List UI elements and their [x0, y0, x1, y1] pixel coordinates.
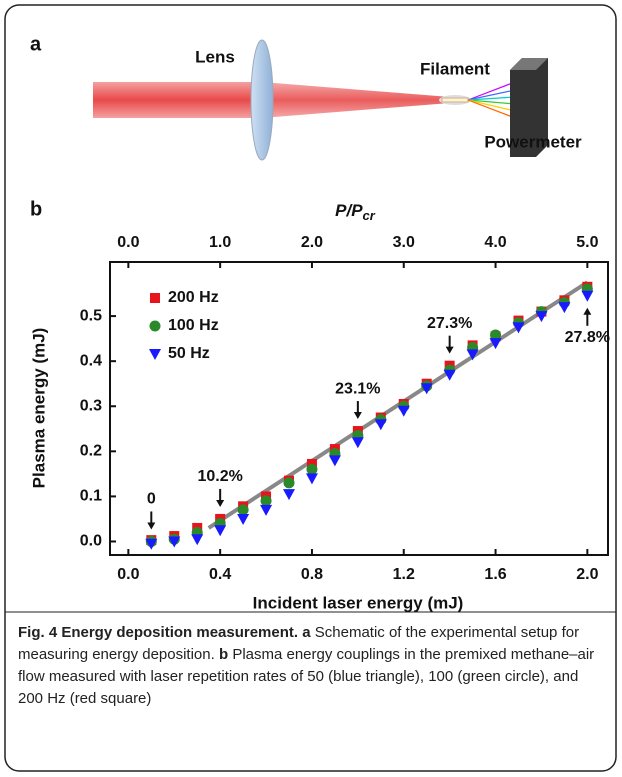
- legend-label: 50 Hz: [168, 345, 210, 362]
- caption-text: Plasma energy couplings in the premixed …: [18, 646, 595, 707]
- caption-title: Fig. 4 Energy deposition measurement.: [18, 624, 299, 641]
- arrow-head: [216, 499, 225, 507]
- marker-triangle: [489, 338, 502, 350]
- annotation-label: 10.2%: [197, 468, 242, 485]
- powermeter-label: Powermeter: [484, 132, 582, 151]
- annotation-arrow: [445, 335, 454, 354]
- annotation-label: 23.1%: [335, 380, 380, 397]
- powermeter: [510, 58, 548, 157]
- frame: [4, 4, 617, 772]
- legend-label: 100 Hz: [168, 317, 219, 334]
- marker-square: [150, 293, 160, 303]
- x2-tick-label: 0.0: [117, 234, 139, 251]
- x-tick-label: 1.2: [393, 566, 415, 583]
- arrow-head: [353, 412, 362, 420]
- annotation-label: 27.8%: [565, 329, 610, 346]
- marker-triangle: [420, 383, 433, 395]
- marker-circle: [260, 495, 272, 507]
- marker-circle: [490, 329, 502, 341]
- x2-axis-title: P/Pcr: [335, 201, 376, 223]
- marker-triangle: [581, 290, 594, 302]
- panel-label: a: [30, 33, 42, 55]
- laser-beam: [93, 82, 258, 118]
- marker-triangle: [535, 311, 548, 323]
- annotation-arrow: [353, 401, 362, 420]
- legend-label: 200 Hz: [168, 289, 219, 306]
- marker-triangle: [351, 437, 364, 449]
- marker-triangle: [283, 489, 296, 501]
- arrow-head: [445, 346, 454, 354]
- fit-line: [207, 280, 589, 530]
- focused-beam: [262, 82, 450, 118]
- marker-circle: [149, 320, 161, 332]
- caption-text: Schematic of the experimental setup for …: [18, 624, 580, 663]
- filament: [441, 97, 469, 103]
- y-tick-label: 0.0: [80, 533, 102, 550]
- lens: [250, 39, 274, 161]
- y-tick-label: 0.2: [80, 443, 102, 460]
- y-axis-title: Plasma energy (mJ): [29, 328, 48, 489]
- marker-triangle: [237, 513, 250, 525]
- annotation-arrow: [147, 511, 156, 530]
- caption-label: a: [302, 624, 311, 641]
- marker-triangle: [191, 534, 204, 546]
- x2-tick-label: 2.0: [301, 234, 323, 251]
- y-tick-label: 0.5: [80, 307, 102, 324]
- marker-triangle: [260, 504, 273, 516]
- panel-label: b: [30, 198, 42, 220]
- spectrum: [467, 81, 516, 119]
- annotation-arrow: [583, 307, 592, 326]
- marker-triangle: [397, 405, 410, 417]
- lens-label: Lens: [195, 47, 235, 66]
- y-tick-label: 0.1: [80, 488, 102, 505]
- marker-circle: [283, 477, 295, 489]
- x-tick-label: 1.6: [484, 566, 506, 583]
- marker-triangle: [145, 538, 158, 550]
- marker-triangle: [149, 349, 161, 360]
- x2-tick-label: 1.0: [209, 234, 231, 251]
- marker-triangle: [466, 349, 479, 361]
- annotation-label: 0: [147, 491, 156, 508]
- x-tick-label: 0.0: [117, 566, 139, 583]
- caption: Fig. 4 Energy deposition measurement. a …: [18, 622, 606, 710]
- x2-tick-label: 3.0: [393, 234, 415, 251]
- marker-circle: [306, 463, 318, 475]
- x2-axis-title-sub: cr: [363, 208, 376, 223]
- marker-triangle: [512, 322, 525, 334]
- y-tick-label: 0.3: [80, 397, 102, 414]
- x-axis-title: Incident laser energy (mJ): [253, 593, 464, 612]
- marker-triangle: [328, 455, 341, 467]
- powermeter-top: [510, 58, 548, 70]
- annotation-label: 27.3%: [427, 315, 472, 332]
- marker-circle: [237, 504, 249, 516]
- arrow-head: [147, 522, 156, 530]
- x2-axis-title-main: P/P: [335, 201, 363, 220]
- x2-tick-label: 4.0: [484, 234, 506, 251]
- x-tick-label: 0.4: [209, 566, 231, 583]
- y-tick-label: 0.4: [80, 352, 102, 369]
- arrow-head: [583, 307, 592, 315]
- marker-triangle: [214, 525, 227, 537]
- x-tick-label: 2.0: [576, 566, 598, 583]
- annotation-arrow: [216, 488, 225, 507]
- marker-triangle: [443, 369, 456, 381]
- marker-triangle: [558, 302, 571, 314]
- filament-label: Filament: [420, 59, 490, 78]
- plot-frame: [109, 261, 609, 556]
- x2-tick-label: 5.0: [576, 234, 598, 251]
- marker-triangle: [305, 473, 318, 485]
- caption-label: b: [218, 646, 229, 663]
- marker-triangle: [374, 419, 387, 431]
- x-tick-label: 0.8: [301, 566, 323, 583]
- marker-triangle: [168, 536, 181, 548]
